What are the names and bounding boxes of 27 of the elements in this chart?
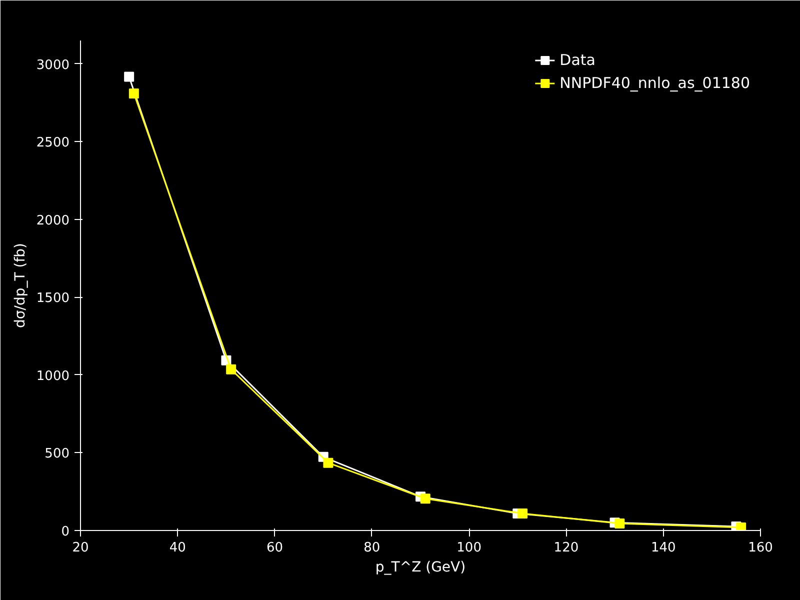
x-tick-label: 20 (72, 540, 89, 556)
y-tick-label: 1500 (36, 291, 70, 306)
x-axis-title: p_T^Z (GeV) (375, 560, 466, 576)
x-tick-label: 160 (748, 540, 773, 556)
y-tick-label: 2000 (36, 213, 70, 228)
point (736, 522, 746, 530)
point (420, 494, 430, 504)
point (226, 364, 236, 374)
x-tick-label: 40 (169, 540, 186, 556)
point (124, 72, 134, 82)
legend-label: NNPDF40_nnlo_as_01180 (560, 74, 750, 92)
x-tick-label: 120 (554, 540, 579, 556)
x-tick-label: 60 (266, 540, 284, 556)
y-tick-label: 0 (61, 524, 70, 540)
y-axis-title: dσ/dp_T (fb) (12, 242, 28, 328)
y-tick-label: 3000 (36, 58, 70, 73)
x-tick-label: 80 (364, 540, 380, 556)
legend-label: Data (560, 51, 596, 69)
y-tick-label: 1000 (36, 368, 70, 384)
x-tick-label: 100 (456, 540, 482, 556)
x-tick-label: 140 (650, 540, 676, 556)
point (518, 508, 528, 519)
point (128, 88, 139, 99)
point (614, 518, 625, 528)
y-tick-label: 500 (44, 446, 70, 462)
y-tick-label: 2500 (36, 136, 70, 151)
point (323, 458, 334, 468)
